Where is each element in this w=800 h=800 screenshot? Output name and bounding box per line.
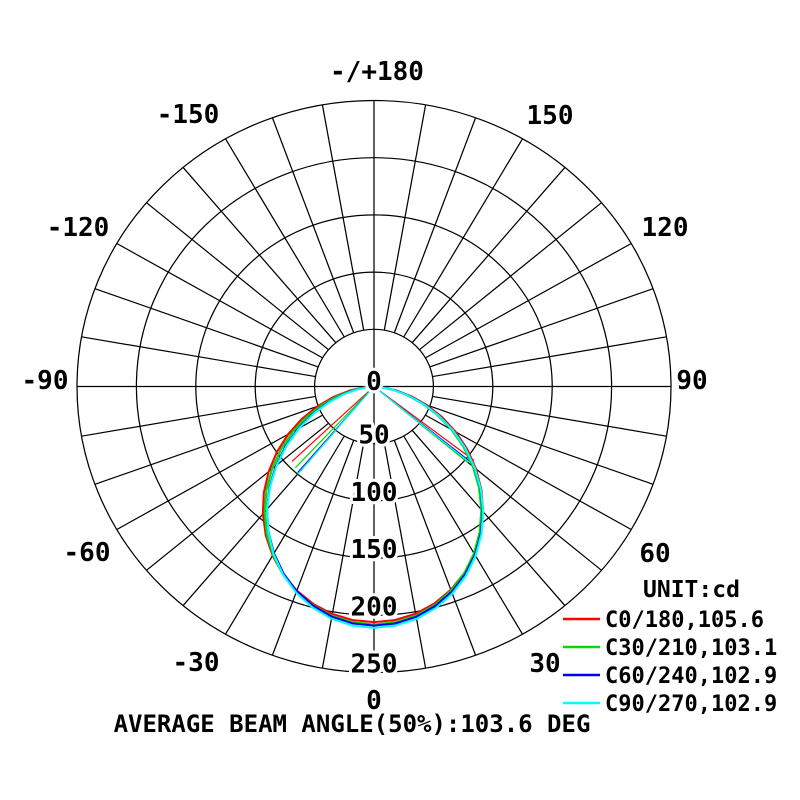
radial-tick-label-0: 0 xyxy=(366,367,382,397)
grid-spoke-240 xyxy=(116,242,323,359)
grid-spoke-250 xyxy=(94,288,319,368)
angle-label-neg90: -90 xyxy=(22,366,69,396)
grid-spoke-10 xyxy=(383,442,427,669)
half-power-rays xyxy=(291,386,475,475)
half-power-ray xyxy=(297,386,375,475)
grid-spoke-130 xyxy=(419,202,602,351)
grid-spoke-20 xyxy=(393,440,477,656)
radial-tick-label-150: 150 xyxy=(351,535,398,565)
grid-spoke-160 xyxy=(393,117,477,333)
angle-label-0: 0 xyxy=(366,686,382,716)
grid-spoke-310 xyxy=(146,422,329,571)
radial-tick-label-100: 100 xyxy=(351,478,398,508)
legend-entry-c90-270: C90/270,102.9 xyxy=(605,692,777,717)
half-power-ray xyxy=(291,386,375,462)
angle-label-150: 150 xyxy=(527,101,574,131)
grid-spoke-120 xyxy=(425,242,632,359)
average-beam-angle-caption: AVERAGE BEAM ANGLE(50%):103.6 DEG xyxy=(114,710,591,738)
radial-tick-label-250: 250 xyxy=(351,650,398,680)
legend-entry-c60-240: C60/240,102.9 xyxy=(605,664,777,689)
grid-spoke-340 xyxy=(271,440,355,656)
angle-label-neg60: -60 xyxy=(64,538,111,568)
radial-tick-label-200: 200 xyxy=(351,592,398,622)
polar-grid xyxy=(76,99,672,674)
grid-spoke-200 xyxy=(271,117,355,333)
grid-spoke-230 xyxy=(146,202,329,351)
grid-spoke-280 xyxy=(81,395,316,437)
grid-spoke-60 xyxy=(425,414,632,531)
angle-label-60: 60 xyxy=(639,539,670,569)
legend: UNIT:cd C0/180,105.6 C30/210,103.1 C60/2… xyxy=(563,577,777,717)
grid-spoke-330 xyxy=(224,435,345,635)
legend-entry-c0-180: C0/180,105.6 xyxy=(605,608,764,633)
angle-label-neg30: -30 xyxy=(173,648,220,678)
angle-label-120: 120 xyxy=(642,213,689,243)
grid-spoke-260 xyxy=(81,336,316,378)
grid-spoke-70 xyxy=(429,405,654,485)
legend-entry-c30-210: C30/210,103.1 xyxy=(605,636,777,661)
half-power-ray xyxy=(294,386,375,469)
radial-tick-labels: 0 50 100 150 200 250 xyxy=(348,364,401,683)
grid-spoke-140 xyxy=(411,167,566,344)
angle-label-30: 30 xyxy=(529,649,560,679)
grid-spoke-110 xyxy=(429,288,654,368)
grid-spoke-210 xyxy=(224,138,345,338)
grid-spoke-190 xyxy=(321,104,365,331)
radial-tick-label-50: 50 xyxy=(358,421,389,451)
grid-spoke-170 xyxy=(383,104,427,331)
grid-spoke-80 xyxy=(432,395,667,437)
grid-spoke-30 xyxy=(403,435,524,635)
grid-spoke-100 xyxy=(432,336,667,378)
intensity-curves xyxy=(261,385,485,629)
angle-label-90: 90 xyxy=(676,366,707,396)
grid-spoke-40 xyxy=(411,429,566,606)
grid-spoke-220 xyxy=(182,167,337,344)
half-power-ray xyxy=(373,386,470,463)
grid-spoke-290 xyxy=(94,405,319,485)
angle-label-180: -/+180 xyxy=(330,57,424,87)
grid-spoke-350 xyxy=(321,442,365,669)
angle-label-neg150: -150 xyxy=(157,100,220,130)
angle-label-neg120: -120 xyxy=(47,213,110,243)
series-curve xyxy=(261,385,485,624)
angle-tick-labels: -/+180 -150 150 -120 120 -90 90 -60 60 -… xyxy=(20,55,710,718)
series-curve xyxy=(266,385,485,629)
legend-unit-label: UNIT:cd xyxy=(643,577,740,603)
grid-spoke-150 xyxy=(403,138,524,338)
